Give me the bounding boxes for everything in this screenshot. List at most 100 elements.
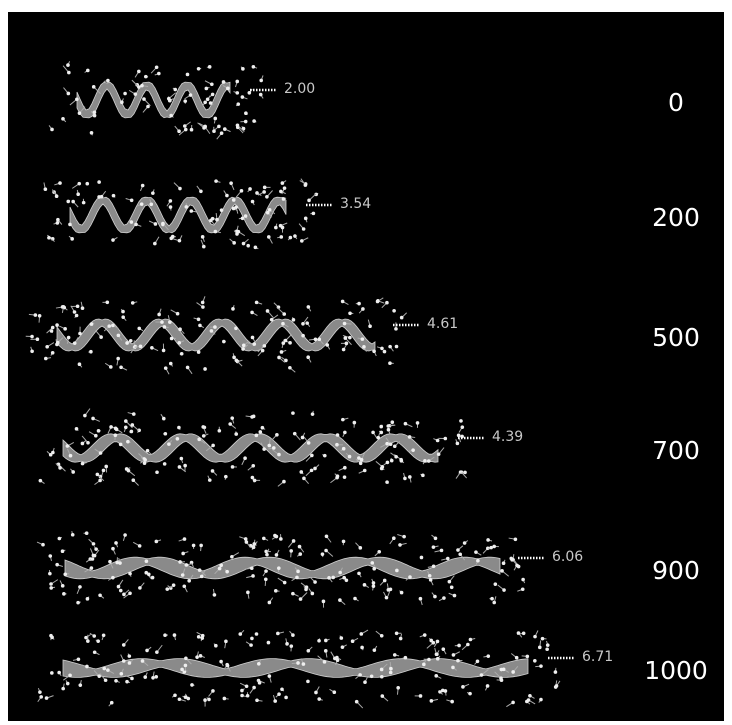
atom xyxy=(131,478,135,482)
atom xyxy=(259,79,263,83)
atom xyxy=(291,633,295,637)
atom xyxy=(245,684,249,688)
atom xyxy=(170,337,174,341)
atom xyxy=(502,588,506,592)
atom xyxy=(434,674,438,678)
atom xyxy=(167,442,171,446)
atom xyxy=(400,459,404,463)
atom xyxy=(432,545,436,549)
atom xyxy=(121,315,125,319)
atom xyxy=(385,301,389,305)
atom xyxy=(235,80,239,84)
atom xyxy=(78,585,82,589)
atom xyxy=(466,643,470,647)
atom xyxy=(304,217,308,221)
atom xyxy=(252,65,256,69)
atom xyxy=(202,434,206,438)
atom xyxy=(211,469,215,473)
atom xyxy=(68,673,72,677)
atom xyxy=(110,701,114,705)
atom xyxy=(291,411,295,415)
atom xyxy=(230,416,234,420)
atom xyxy=(187,579,191,583)
atom xyxy=(93,110,97,114)
atom xyxy=(393,444,397,448)
atom xyxy=(211,689,215,693)
atom xyxy=(323,454,327,458)
atom xyxy=(363,469,367,473)
atom xyxy=(208,65,212,69)
atom xyxy=(69,454,73,458)
atom xyxy=(184,695,188,699)
atom xyxy=(215,218,219,222)
atom xyxy=(255,434,259,438)
atom xyxy=(232,198,236,202)
atom xyxy=(514,537,518,541)
atom xyxy=(463,541,467,545)
atom xyxy=(173,88,177,92)
atom xyxy=(220,208,224,212)
atom xyxy=(94,434,98,438)
atom xyxy=(386,424,390,428)
atom xyxy=(181,552,185,556)
atom xyxy=(310,454,314,458)
atom xyxy=(361,307,365,311)
atom xyxy=(386,461,390,465)
atom xyxy=(450,700,454,704)
atom xyxy=(90,566,94,570)
atom xyxy=(324,649,328,653)
atom xyxy=(81,306,85,310)
atom xyxy=(268,601,272,605)
atom xyxy=(306,680,310,684)
atom xyxy=(125,467,129,471)
atom xyxy=(197,438,201,442)
atom xyxy=(353,597,357,601)
atom xyxy=(142,97,146,101)
atom xyxy=(307,441,311,445)
atom xyxy=(61,584,65,588)
atom xyxy=(151,676,155,680)
atom xyxy=(322,600,326,604)
atom xyxy=(306,355,310,359)
atom xyxy=(165,587,169,591)
page: 2.0003.542004.615004.397006.069006.71100… xyxy=(0,0,732,725)
atom xyxy=(327,576,331,580)
atom xyxy=(102,633,106,637)
atom xyxy=(85,182,89,186)
atom xyxy=(404,656,408,660)
atom xyxy=(246,694,250,698)
atom xyxy=(56,341,60,345)
atom xyxy=(420,556,424,560)
atom xyxy=(274,589,278,593)
atom xyxy=(197,67,201,71)
atom xyxy=(396,686,400,690)
atom xyxy=(86,69,90,73)
atom xyxy=(342,447,346,451)
atom xyxy=(183,124,187,128)
atom xyxy=(341,418,345,422)
atom xyxy=(134,92,138,96)
atom xyxy=(357,302,361,306)
atom xyxy=(30,349,34,353)
atom xyxy=(307,305,311,309)
atom xyxy=(214,644,218,648)
atom xyxy=(147,572,151,576)
atom xyxy=(90,322,94,326)
atom xyxy=(231,307,235,311)
atom xyxy=(66,444,70,448)
atom xyxy=(436,657,440,661)
step-label: 1000 xyxy=(644,656,708,685)
atom xyxy=(234,432,238,436)
atom xyxy=(102,469,106,473)
atom xyxy=(280,687,284,691)
atom xyxy=(222,340,226,344)
atom xyxy=(184,664,188,668)
atom xyxy=(500,569,504,573)
atom xyxy=(372,349,376,353)
atom xyxy=(457,433,461,437)
atom xyxy=(295,576,299,580)
atom xyxy=(251,200,255,204)
atom xyxy=(154,675,158,679)
atom xyxy=(77,658,81,662)
atom xyxy=(180,457,184,461)
